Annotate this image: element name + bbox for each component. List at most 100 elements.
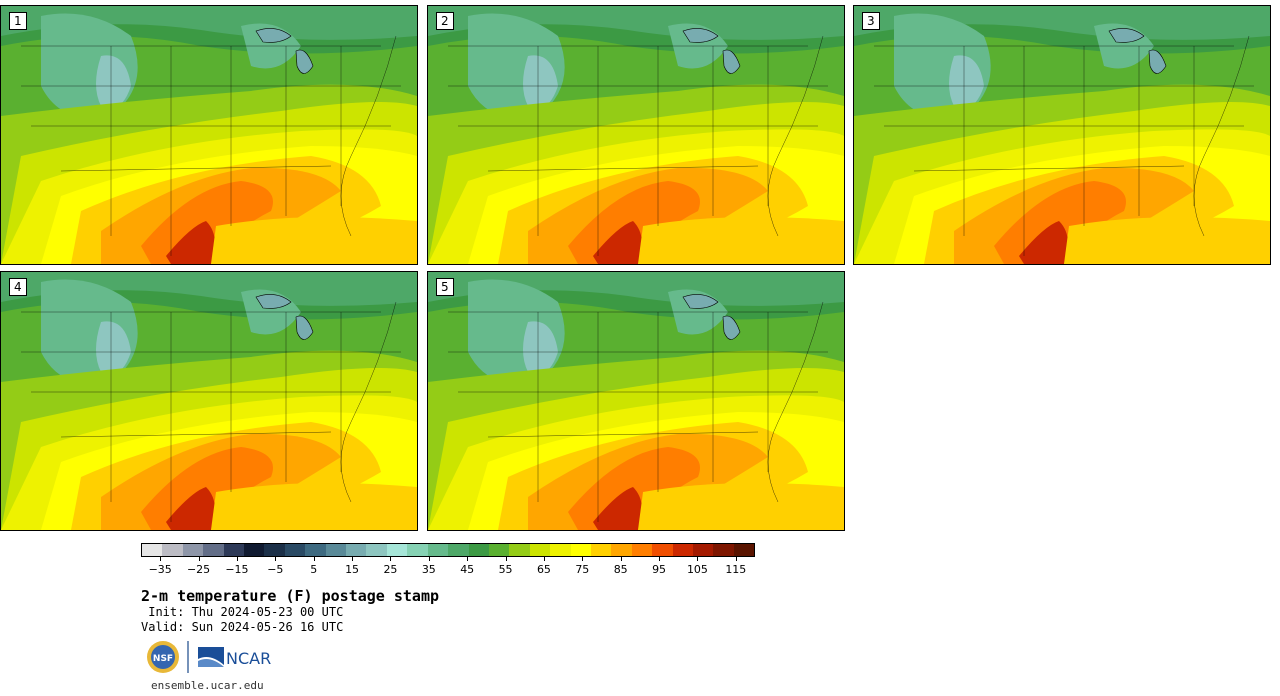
map-panel-5: 5 <box>427 271 845 531</box>
colorbar-tick <box>352 557 354 561</box>
valid-time: Valid: Sun 2024-05-26 16 UTC <box>141 620 344 634</box>
colorbar-ticks: −35 −25 −15 −5 5 15 25 35 45 55 65 75 85 95 105 115 <box>141 557 755 579</box>
colorbar-tick-label: −5 <box>267 563 284 576</box>
temperature-contour <box>166 487 215 530</box>
colorbar-swatch <box>550 544 571 556</box>
colorbar-swatch <box>366 544 387 556</box>
colorbar-tick <box>313 557 315 561</box>
temperature-contour <box>96 321 131 375</box>
colorbar-tick-label: 115 <box>725 563 747 576</box>
nsf-ncar-logos: NSF NCAR <box>147 641 271 673</box>
temperature-contour <box>523 321 558 375</box>
colorbar-swatch <box>162 544 183 556</box>
colorbar-tick <box>428 557 430 561</box>
temperature-contour <box>638 217 844 264</box>
init-time: Init: Thu 2024-05-23 00 UTC <box>141 605 344 619</box>
colorbar-tick <box>582 557 584 561</box>
colorbar-tick <box>467 557 469 561</box>
great-lakes <box>255 294 314 340</box>
colorbar-swatch <box>713 544 734 556</box>
map-panel-1: 1 <box>0 5 418 265</box>
colorbar-tick <box>735 557 737 561</box>
colorbar-swatch <box>407 544 428 556</box>
temperature-map <box>428 272 844 530</box>
colorbar-swatch <box>529 544 551 556</box>
ncar-logo: NCAR <box>198 647 271 668</box>
temperature-contour <box>96 55 131 109</box>
temperature-colorbar <box>141 543 755 557</box>
colorbar-tick <box>697 557 699 561</box>
colorbar-swatch <box>305 544 326 556</box>
map-panel-4: 4 <box>0 271 418 531</box>
nsf-logo-text: NSF <box>153 654 173 664</box>
panel-label: 1 <box>9 12 27 30</box>
colorbar-tick-label: −35 <box>148 563 172 576</box>
temperature-contour <box>949 55 984 109</box>
colorbar-swatch <box>386 544 408 556</box>
temperature-map <box>1 272 417 530</box>
colorbar-swatch <box>468 544 489 556</box>
colorbar-swatch <box>244 544 265 556</box>
state-borders <box>21 35 401 256</box>
temperature-contour <box>593 487 642 530</box>
temperature-contour <box>1 6 417 40</box>
panel-label: 3 <box>862 12 880 30</box>
colorbar-tick-label: 35 <box>421 563 436 576</box>
colorbar-swatch <box>427 544 449 556</box>
site-url: ensemble.ucar.edu <box>151 679 264 692</box>
colorbar-swatch <box>448 544 469 556</box>
colorbar-swatch <box>325 544 347 556</box>
colorbar-tick-label: 75 <box>575 563 590 576</box>
panel-label: 5 <box>436 278 454 296</box>
panel-label: 2 <box>436 12 454 30</box>
colorbar-tick <box>543 557 545 561</box>
temperature-contour <box>638 483 844 530</box>
colorbar-tick-label: −25 <box>186 563 211 576</box>
colorbar-swatch <box>672 544 693 556</box>
ncar-logo-text: NCAR <box>226 649 271 668</box>
state-borders <box>21 301 401 522</box>
temperature-contour <box>854 6 1270 40</box>
colorbar-swatch <box>590 544 612 556</box>
colorbar-tick <box>236 557 238 561</box>
temperature-contour <box>211 483 417 530</box>
colorbar-swatch <box>652 544 673 556</box>
colorbar-tick <box>160 557 162 561</box>
colorbar-swatch <box>733 544 755 556</box>
temperature-contour <box>211 217 417 264</box>
colorbar-tick-label: 45 <box>460 563 475 576</box>
colorbar-tick <box>659 557 661 561</box>
colorbar-tick <box>620 557 622 561</box>
colorbar-swatch <box>142 544 163 556</box>
great-lakes <box>682 28 741 74</box>
temperature-map <box>1 6 417 264</box>
colorbar-tick-label: 25 <box>383 563 398 576</box>
map-panel-3: 3 <box>853 5 1271 265</box>
colorbar-tick-label: 55 <box>498 563 513 576</box>
state-borders <box>874 35 1254 256</box>
colorbar-tick-label: 85 <box>613 563 628 576</box>
colorbar-swatch <box>611 544 632 556</box>
temperature-contour <box>1 272 417 306</box>
temperature-map <box>854 6 1270 264</box>
temperature-contour <box>1064 217 1270 264</box>
temperature-contour <box>428 6 844 40</box>
temperature-contour <box>593 221 642 264</box>
colorbar-swatch <box>182 544 204 556</box>
great-lakes <box>1108 28 1167 74</box>
colorbar-tick <box>505 557 507 561</box>
colorbar-tick-label: 5 <box>310 563 318 576</box>
plot-title: 2-m temperature (F) postage stamp <box>141 587 440 605</box>
colorbar-swatch <box>692 544 714 556</box>
temperature-contour <box>428 272 844 306</box>
colorbar-tick <box>275 557 277 561</box>
panel-label: 4 <box>9 278 27 296</box>
colorbar-tick-label: 65 <box>536 563 551 576</box>
colorbar-tick <box>198 557 200 561</box>
temperature-contour <box>523 55 558 109</box>
colorbar-tick <box>390 557 392 561</box>
state-borders <box>448 301 828 522</box>
great-lakes <box>682 294 741 340</box>
colorbar-swatch <box>203 544 224 556</box>
colorbar-swatch <box>570 544 591 556</box>
